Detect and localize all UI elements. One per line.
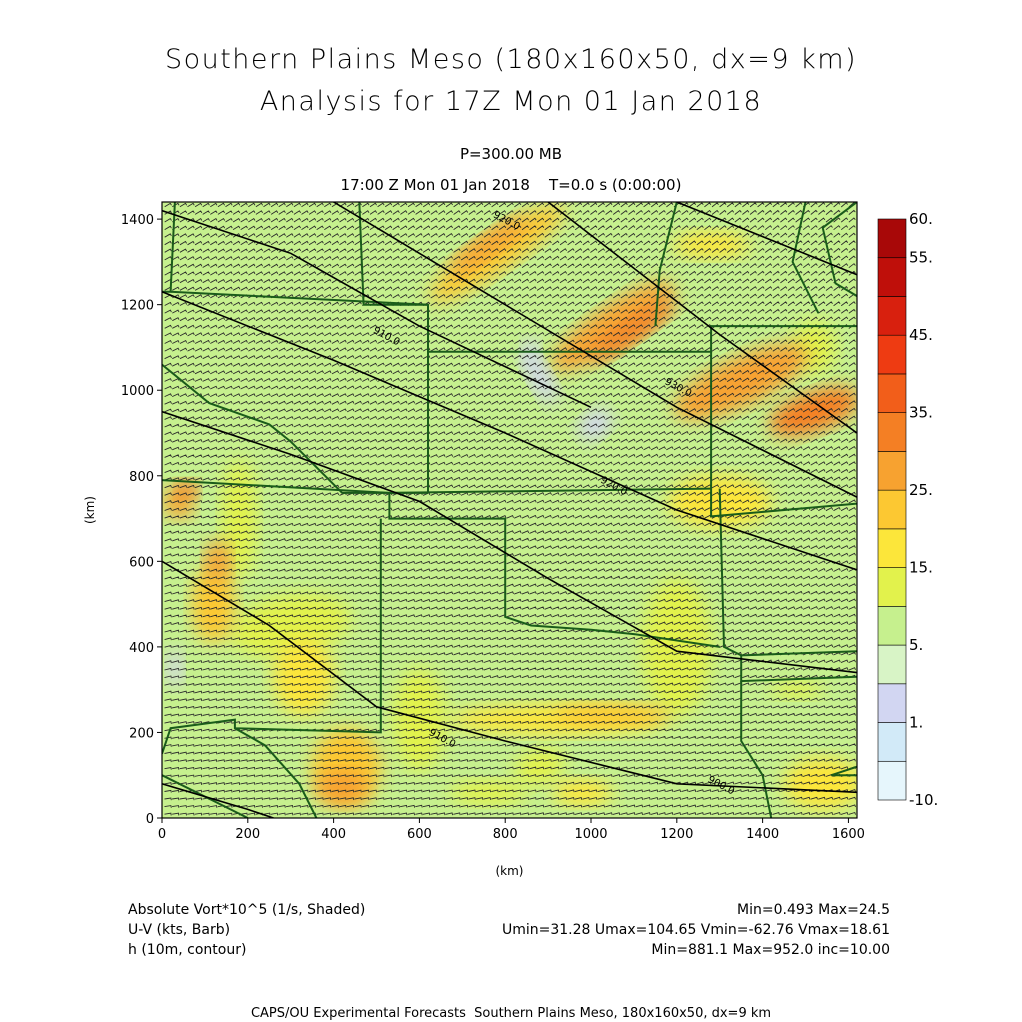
colorbar-swatch: [877, 528, 907, 568]
x-tick-label: 400: [321, 827, 346, 842]
colorbar-label: 1.: [909, 714, 923, 732]
x-tick-label: 600: [407, 827, 432, 842]
colorbar-label: 5.: [909, 636, 923, 654]
state-border: [234, 727, 318, 818]
height-contours: [162, 202, 857, 818]
colorbar-label: 55.: [909, 249, 933, 267]
vorticity-shade: [448, 216, 528, 274]
wind-barbs: [164, 202, 856, 816]
vorticity-shade: [231, 594, 351, 657]
state-border: [358, 202, 428, 306]
colorbar-label: 25.: [909, 481, 933, 499]
vorticity-shade: [674, 344, 809, 420]
height-contour: [162, 209, 592, 409]
colorbar-swatch: [877, 722, 907, 762]
y-axis-label: (km): [83, 496, 97, 524]
state-border: [428, 325, 857, 353]
state-border: [388, 492, 720, 648]
colorbar-swatch: [877, 644, 907, 685]
y-tick-label: 400: [129, 641, 154, 656]
colorbar-swatch: [877, 606, 907, 646]
colorbar-swatch: [877, 567, 907, 607]
legend-height-range: Min=881.1 Max=952.0 inc=10.00: [651, 942, 890, 958]
colorbar-swatch: [877, 218, 907, 259]
x-axis-label: (km): [495, 864, 523, 878]
colorbar-label: 45.: [909, 326, 933, 344]
legend-wind-range: Umin=31.28 Umax=104.65 Vmin=-62.76 Vmax=…: [501, 922, 890, 938]
vorticity-shade: [642, 578, 712, 716]
colorbar-swatch: [877, 412, 907, 452]
height-contour: [547, 202, 857, 434]
legend-vort-range: Min=0.493 Max=24.5: [737, 902, 890, 918]
colorbar-swatch: [877, 373, 907, 413]
colorbar-swatch: [877, 489, 907, 530]
y-tick-label: 200: [129, 726, 154, 741]
state-borders: [162, 202, 857, 818]
state-border: [830, 765, 857, 777]
vorticity-shade: [514, 748, 565, 785]
vorticity-shade: [591, 299, 677, 362]
state-border: [791, 202, 820, 314]
x-tick-label: 1000: [574, 827, 607, 842]
legend-wind-label: U-V (kts, Barb): [128, 922, 231, 938]
chart-subtitle: Analysis for 17Z Mon 01 Jan 2018: [259, 86, 763, 117]
colorbar-label: 15.: [909, 559, 933, 577]
x-tick-label: 1600: [832, 827, 865, 842]
x-tick-label: 1400: [746, 827, 779, 842]
x-tick-label: 200: [235, 827, 260, 842]
colorbar-swatch: [877, 296, 907, 336]
x-tick-label: 1200: [660, 827, 693, 842]
vorticity-shade: [771, 681, 823, 699]
legend-height-label: h (10m, contour): [128, 942, 247, 958]
y-tick-label: 1400: [121, 213, 154, 228]
colorbar-label: -10.: [909, 791, 938, 809]
colorbar-swatch: [877, 451, 907, 491]
vorticity-shade: [672, 231, 750, 258]
vorticity-shade: [316, 770, 368, 806]
x-tick-label: 800: [493, 827, 518, 842]
state-border: [821, 202, 857, 297]
height-contour: [333, 202, 857, 498]
state-border: [718, 488, 857, 657]
pressure-level: P=300.00 MB: [459, 145, 563, 163]
vorticity-shade: [204, 539, 231, 583]
legend-vort-label: Absolute Vort*10^5 (1/s, Shaded): [128, 902, 366, 918]
height-contour: [162, 783, 274, 818]
y-tick-label: 1200: [121, 299, 154, 314]
state-border: [740, 681, 773, 818]
y-tick-label: 600: [129, 555, 154, 570]
vorticity-shade: [449, 780, 527, 805]
colorbar: -10. 1. 5. 15. 25. 35. 45. 55. 60.: [877, 210, 938, 809]
colorbar-label: 35.: [909, 404, 933, 422]
state-border: [710, 351, 857, 518]
height-contour: [162, 291, 857, 571]
height-contour: [162, 410, 857, 674]
vorticity-shade: [769, 387, 857, 436]
state-border: [162, 518, 382, 755]
colorbar-swatch: [877, 334, 907, 375]
chart-title: Southern Plains Meso (180x160x50, dx=9 k…: [164, 44, 858, 75]
state-border: [162, 363, 428, 494]
footer-credit: CAPS/OU Experimental Forecasts Southern …: [250, 1006, 772, 1021]
colorbar-swatch: [877, 683, 907, 723]
state-border: [654, 202, 678, 327]
colorbar-swatch: [877, 760, 907, 801]
y-tick-label: 800: [129, 470, 154, 485]
height-contour: [162, 560, 857, 794]
state-border: [162, 774, 249, 818]
colorbar-label: 60.: [909, 210, 933, 228]
plot-frame: [161, 201, 858, 819]
x-tick-label: 0: [158, 827, 166, 842]
colorbar-swatch: [877, 257, 907, 297]
y-tick-label: 0: [146, 812, 154, 827]
valid-time: 17:00 Z Mon 01 Jan 2018 T=0.0 s (0:00:00…: [340, 176, 682, 194]
y-tick-label: 1000: [121, 384, 154, 399]
height-contour: [676, 202, 857, 276]
vorticity-shade: [222, 458, 257, 579]
